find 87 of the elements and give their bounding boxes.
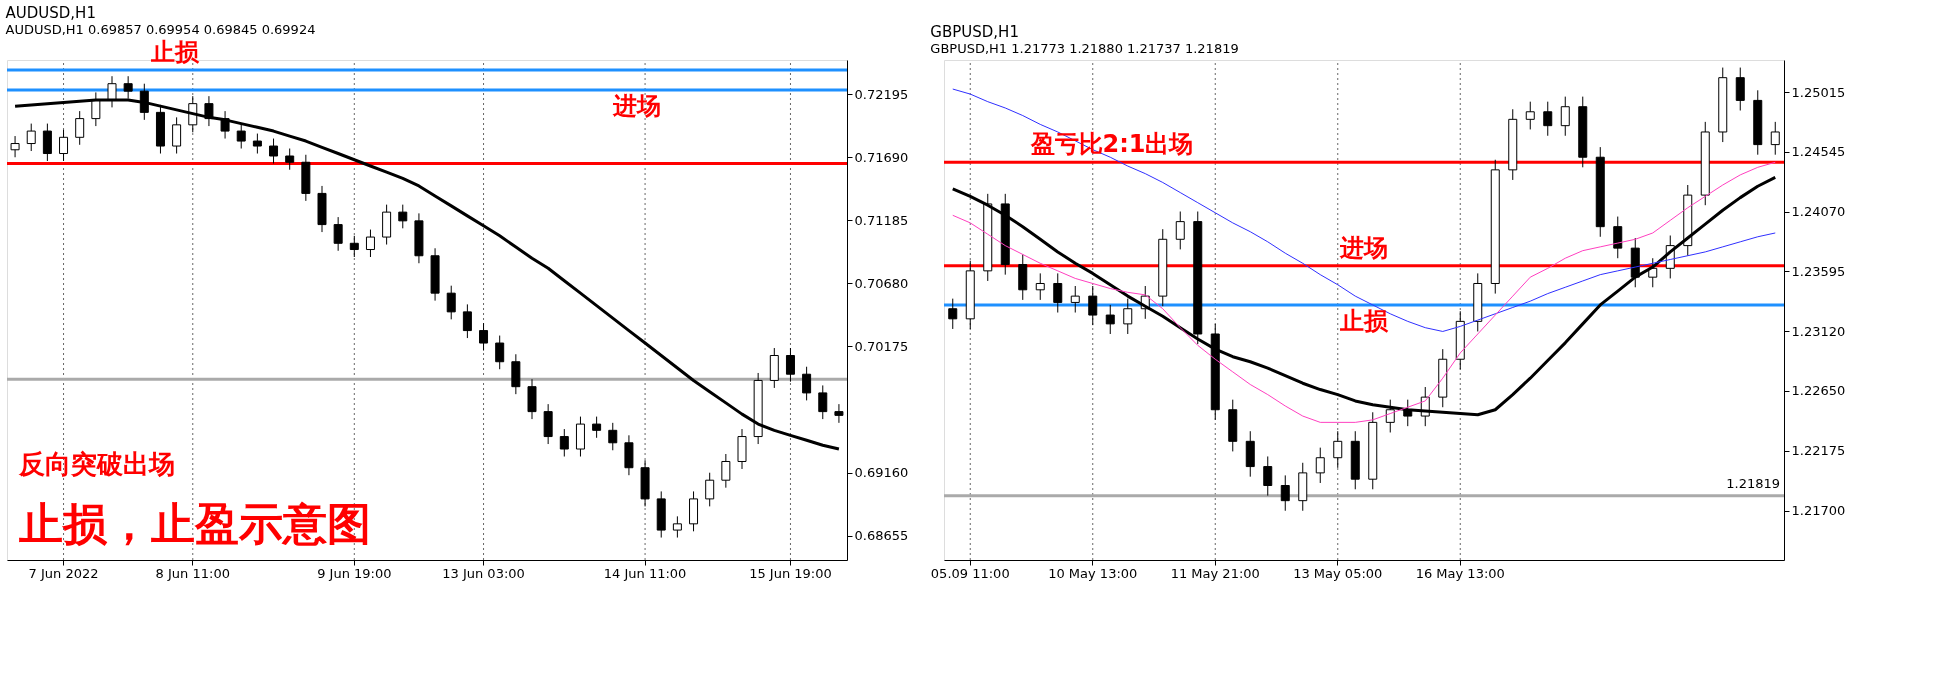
candlestick	[592, 416, 602, 439]
x-tick-label: 14 Jun 11:00	[603, 565, 687, 581]
candlestick	[26, 123, 36, 152]
candlestick	[42, 123, 52, 162]
x-tick-label: 8 Jun 11:00	[155, 565, 230, 581]
candlestick	[462, 303, 472, 339]
candlestick	[802, 366, 812, 401]
annotation: 止损，止盈示意图	[19, 498, 371, 549]
candlestick	[1525, 101, 1535, 130]
ref-line-label: 进场	[612, 91, 661, 120]
x-tick-label: 05.09 11:00	[930, 565, 1010, 581]
candlestick	[172, 116, 182, 155]
x-tick-label: 7 Jun 2022	[28, 565, 99, 581]
candlestick	[1333, 430, 1343, 469]
ref-line-label: 止损	[1339, 306, 1389, 335]
candlestick	[446, 285, 456, 320]
candlestick	[948, 298, 958, 330]
x-tick-label: 13 Jun 03:00	[442, 565, 525, 581]
candlestick	[59, 129, 69, 162]
candlestick	[608, 422, 618, 451]
y-tick-label: 1.24545	[1791, 144, 1846, 160]
x-tick-label: 10 May 13:00	[1048, 565, 1138, 581]
y-tick-label: 0.68655	[854, 528, 909, 544]
candlestick	[269, 138, 279, 164]
candlestick	[1560, 96, 1570, 137]
y-tick-label: 0.71185	[854, 212, 909, 228]
candlestick	[220, 110, 230, 140]
candlestick	[1088, 285, 1098, 326]
y-tick-label: 0.70175	[854, 338, 909, 354]
y-tick-label: 1.23595	[1791, 263, 1846, 279]
y-tick-label: 0.72195	[854, 86, 909, 102]
candlestick	[495, 335, 505, 370]
candlestick	[834, 403, 844, 424]
x-tick-label: 11 May 21:00	[1170, 565, 1260, 581]
candlestick	[75, 110, 85, 146]
chart-title: GBPUSD,H1	[930, 22, 1019, 41]
annotation: 反向突破出场	[18, 449, 175, 479]
candlestick	[559, 428, 569, 458]
y-tick-label: 1.21700	[1791, 503, 1846, 519]
chart-subtitle: AUDUSD,H1 0.69857 0.69954 0.69845 0.69924	[5, 21, 316, 37]
candlestick	[1543, 101, 1553, 137]
candlestick	[1735, 67, 1745, 112]
ref-line-label: 盈亏比2:1出场	[1029, 130, 1194, 159]
candlestick	[1053, 272, 1063, 314]
candlestick	[1648, 257, 1658, 288]
candlestick	[1105, 304, 1115, 335]
y-tick-label: 0.70680	[854, 275, 909, 291]
candlestick	[1315, 447, 1325, 484]
candlestick	[1035, 272, 1045, 301]
candlestick	[705, 472, 715, 507]
candlestick	[479, 322, 489, 352]
candlestick	[1263, 455, 1273, 497]
candlestick	[1070, 285, 1080, 314]
x-tick-label: 15 Jun 19:00	[749, 565, 832, 581]
y-tick-label: 1.25015	[1791, 84, 1846, 100]
candlestick	[236, 123, 246, 150]
y-tick-label: 1.23120	[1791, 323, 1846, 339]
candlestick	[672, 515, 682, 539]
y-tick-label: 1.24070	[1791, 204, 1846, 220]
x-tick-label: 13 May 05:00	[1293, 565, 1383, 581]
x-tick-label: 16 May 13:00	[1415, 565, 1505, 581]
candlestick	[1613, 216, 1623, 259]
candlestick	[1770, 121, 1780, 156]
y-tick-label: 0.71690	[854, 149, 909, 165]
candlestick	[398, 204, 408, 229]
candlestick	[349, 235, 359, 258]
candlestick	[285, 148, 295, 171]
chart-title: AUDUSD,H1	[5, 3, 96, 22]
y-tick-label: 0.69160	[854, 465, 909, 481]
x-tick-label: 9 Jun 19:00	[317, 565, 392, 581]
candlestick	[721, 453, 731, 489]
ref-line-label: 1.21819	[1726, 475, 1780, 491]
chart-subtitle: GBPUSD,H1 1.21773 1.21880 1.21737 1.21819	[930, 40, 1239, 56]
candlestick	[365, 229, 375, 258]
candlestick	[1123, 298, 1133, 335]
candlestick	[333, 216, 343, 252]
candlestick	[1280, 474, 1290, 512]
candlestick	[252, 133, 262, 155]
y-tick-label: 1.22650	[1791, 383, 1846, 399]
ref-line-label: 止损	[150, 37, 200, 66]
candlestick	[785, 347, 795, 383]
candlestick	[10, 135, 20, 158]
ref-line-label: 进场	[1339, 233, 1388, 262]
candlestick	[818, 384, 828, 420]
y-tick-label: 1.22175	[1791, 443, 1846, 459]
candlestick	[1175, 211, 1185, 250]
line-series	[952, 88, 1776, 332]
